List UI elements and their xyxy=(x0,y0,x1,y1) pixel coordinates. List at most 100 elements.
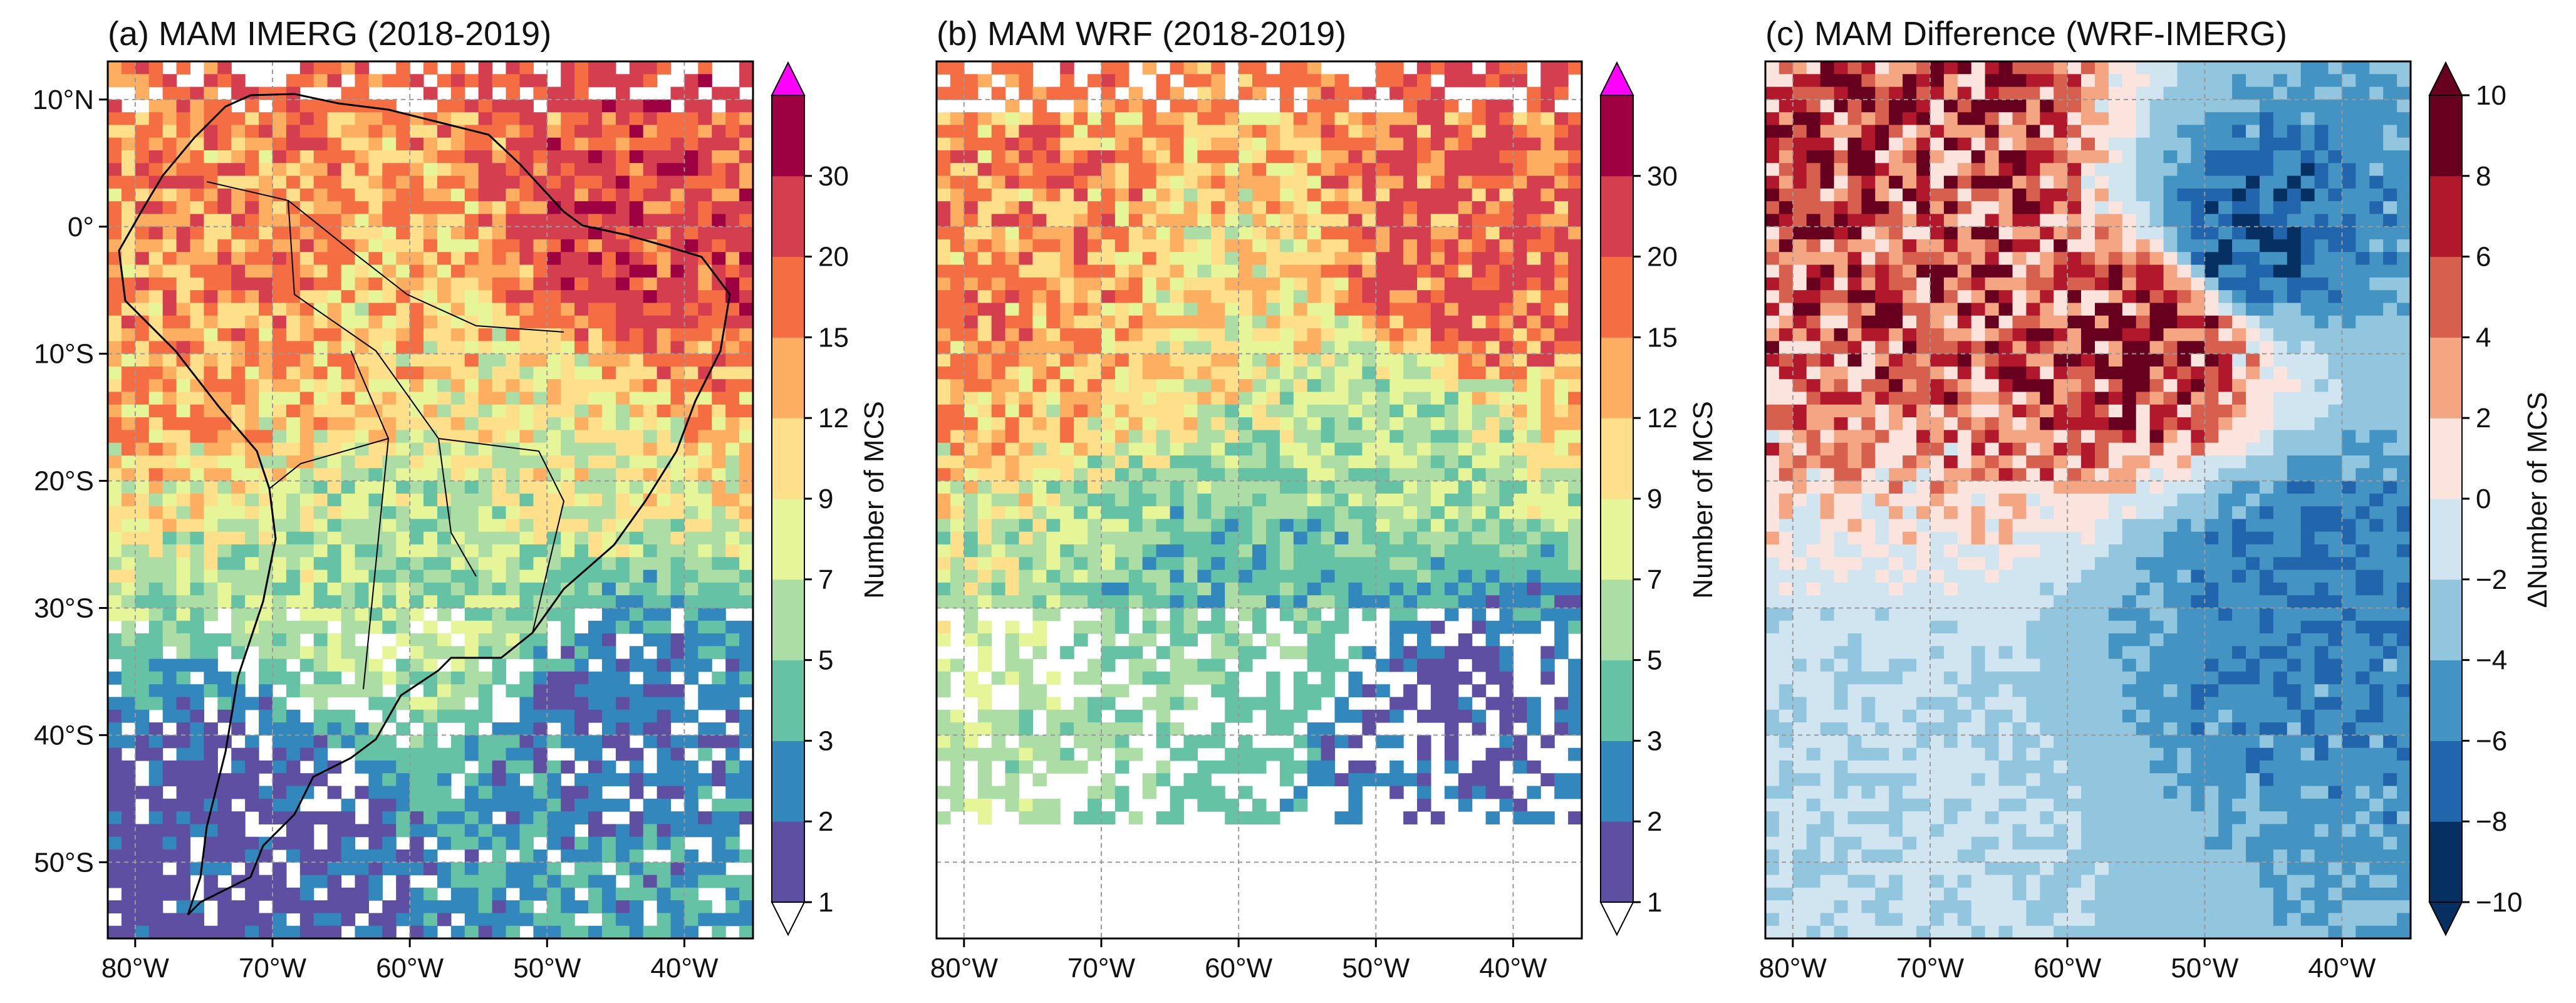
heatmap-cell xyxy=(712,468,726,482)
heatmap-cell xyxy=(1499,239,1514,252)
heatmap-cell xyxy=(410,493,424,507)
heatmap-cell xyxy=(712,201,726,215)
heatmap-cell xyxy=(1389,112,1404,126)
heatmap-cell xyxy=(1430,252,1445,266)
heatmap-cell xyxy=(1430,150,1445,164)
heatmap-cell xyxy=(615,252,630,266)
heatmap-cell xyxy=(506,353,520,367)
heatmap-cell xyxy=(135,430,150,444)
heatmap-cell xyxy=(684,671,699,685)
heatmap-cell xyxy=(286,252,301,266)
heatmap-cell xyxy=(437,379,452,393)
heatmap-cell xyxy=(1211,404,1225,418)
heatmap-cell xyxy=(204,112,218,126)
heatmap-cell xyxy=(977,417,992,430)
heatmap-cell xyxy=(1005,239,1020,252)
heatmap-cell xyxy=(1266,341,1280,355)
heatmap-cell xyxy=(629,684,644,698)
heatmap-cell xyxy=(506,99,520,113)
heatmap-cell xyxy=(547,493,561,507)
heatmap-cell xyxy=(286,506,301,519)
heatmap-cell xyxy=(588,836,603,850)
heatmap-cell xyxy=(1403,328,1418,341)
heatmap-cell xyxy=(629,722,644,735)
heatmap-cell xyxy=(1540,531,1555,545)
heatmap-cell xyxy=(327,226,342,240)
heatmap-cell xyxy=(1088,569,1102,583)
heatmap-cell xyxy=(327,824,342,838)
heatmap-cell xyxy=(643,722,658,735)
heatmap-cell xyxy=(368,125,383,138)
heatmap-cell xyxy=(506,188,520,202)
heatmap-cell xyxy=(519,366,534,380)
heatmap-cell xyxy=(519,481,534,494)
heatmap-cell xyxy=(1142,582,1157,596)
heatmap-cell xyxy=(341,353,356,367)
heatmap-cell xyxy=(299,582,314,596)
heatmap-cell xyxy=(1183,353,1198,367)
heatmap-cell xyxy=(506,773,520,787)
heatmap-cell xyxy=(368,239,383,252)
heatmap-cell xyxy=(1417,468,1431,482)
heatmap-cell xyxy=(1088,239,1102,252)
heatmap-cell xyxy=(176,442,191,456)
heatmap-cell xyxy=(519,760,534,774)
heatmap-cell xyxy=(1376,392,1390,405)
heatmap-cell xyxy=(1156,544,1171,558)
heatmap-cell xyxy=(313,608,328,621)
heatmap-cell xyxy=(1540,315,1555,329)
heatmap-cell xyxy=(1266,315,1280,329)
panel-a-frame xyxy=(106,60,754,940)
heatmap-cell xyxy=(506,506,520,519)
heatmap-cell xyxy=(712,455,726,469)
heatmap-cell xyxy=(121,798,136,812)
heatmap-cell xyxy=(1170,175,1185,189)
heatmap-cell xyxy=(1156,252,1171,266)
heatmap-cell xyxy=(657,557,672,571)
heatmap-cell xyxy=(1239,481,1253,494)
heatmap-cell xyxy=(1430,61,1445,75)
heatmap-cell xyxy=(519,303,534,316)
heatmap-cell xyxy=(217,442,232,456)
heatmap-cell xyxy=(1101,379,1116,393)
heatmap-cell xyxy=(1005,481,1020,494)
heatmap-cell xyxy=(108,569,122,583)
heatmap-cell xyxy=(1334,341,1349,355)
heatmap-cell xyxy=(1225,404,1239,418)
heatmap-cell xyxy=(217,150,232,164)
heatmap-cell xyxy=(396,277,410,291)
heatmap-cell xyxy=(1183,582,1198,596)
heatmap-cell xyxy=(1362,379,1376,393)
heatmap-cell xyxy=(1485,125,1500,138)
heatmap-cell xyxy=(1527,569,1541,583)
heatmap-cell xyxy=(341,850,356,863)
heatmap-cell xyxy=(1307,175,1322,189)
heatmap-cell xyxy=(190,620,204,634)
heatmap-cell xyxy=(1403,175,1418,189)
heatmap-cell xyxy=(410,519,424,533)
heatmap-cell xyxy=(1156,137,1171,151)
heatmap-cell xyxy=(1114,442,1130,456)
heatmap-cell xyxy=(1239,608,1253,621)
heatmap-cell xyxy=(991,61,1006,75)
heatmap-cell xyxy=(1554,175,1569,189)
heatmap-cell xyxy=(1170,125,1185,138)
heatmap-cell xyxy=(547,455,561,469)
heatmap-cell xyxy=(547,417,561,430)
heatmap-cell xyxy=(355,290,369,304)
heatmap-cell xyxy=(561,163,575,177)
heatmap-cell xyxy=(396,595,410,609)
heatmap-cell xyxy=(327,875,342,888)
heatmap-cell xyxy=(492,824,507,838)
heatmap-cell xyxy=(135,582,150,596)
heatmap-cell xyxy=(1156,163,1171,177)
heatmap-cell xyxy=(1019,595,1033,609)
heatmap-cell xyxy=(1019,582,1033,596)
heatmap-cell xyxy=(355,175,369,189)
heatmap-cell xyxy=(588,315,603,329)
heatmap-cell xyxy=(299,506,314,519)
heatmap-cell xyxy=(313,773,328,787)
heatmap-cell xyxy=(1046,404,1061,418)
heatmap-cell xyxy=(204,633,218,647)
heatmap-cell xyxy=(1060,86,1074,100)
